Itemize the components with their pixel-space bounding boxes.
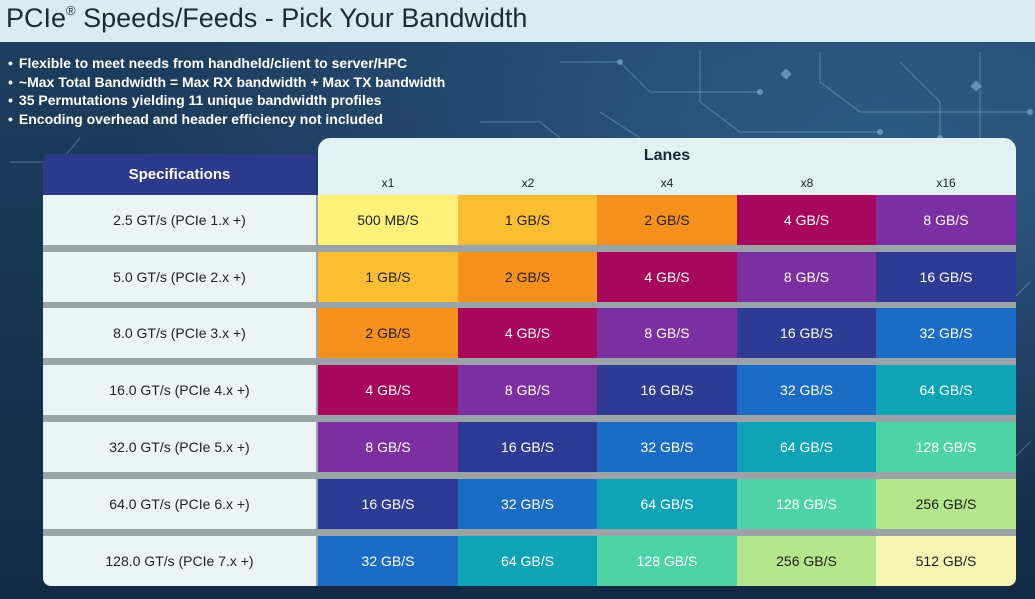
bandwidth-cell: 32 GB/S [876,308,1016,358]
lane-header-x16: x16 [936,176,956,190]
bandwidth-table: 2.5 GT/s (PCIe 1.x +) 500 MB/S 1 GB/S 2 GB/… [43,195,1016,586]
bandwidth-cell: 64 GB/S [737,422,876,472]
bandwidth-cell: 4 GB/S [597,252,737,302]
bandwidth-cell: 32 GB/S [318,536,458,586]
bandwidth-cell: 16 GB/S [737,308,876,358]
bandwidth-cell: 32 GB/S [737,365,876,415]
bandwidth-cell: 512 GB/S [876,536,1016,586]
bullet-item: Encoding overhead and header efficiency … [8,110,445,129]
bandwidth-cell: 16 GB/S [318,479,458,529]
specifications-header: Specifications [43,154,316,195]
lane-header-x4: x4 [660,176,674,190]
table-row: 128.0 GT/s (PCIe 7.x +) 32 GB/S 64 GB/S 128… [43,536,1016,586]
bandwidth-cell: 32 GB/S [597,422,737,472]
bullet-list: Flexible to meet needs from handheld/cli… [8,54,445,128]
bandwidth-cell: 16 GB/S [597,365,737,415]
bandwidth-cell: 4 GB/S [458,308,597,358]
lane-header-x8: x8 [800,176,814,190]
table-row: 64.0 GT/s (PCIe 6.x +) 16 GB/S 32 GB/S 64 G… [43,479,1016,529]
lane-header-x1: x1 [381,176,395,190]
bullet-item: ~Max Total Bandwidth = Max RX bandwidth … [8,73,445,92]
bullet-item: Flexible to meet needs from handheld/cli… [8,54,445,73]
bandwidth-cell: 8 GB/S [458,365,597,415]
bandwidth-cell: 16 GB/S [458,422,597,472]
bandwidth-cell: 64 GB/S [458,536,597,586]
lanes-label: Lanes [643,147,691,164]
spec-cell: 2.5 GT/s (PCIe 1.x +) [43,195,316,245]
bandwidth-cell: 2 GB/S [318,308,458,358]
spec-cell: 16.0 GT/s (PCIe 4.x +) [43,365,316,415]
bandwidth-cell: 1 GB/S [318,252,458,302]
bandwidth-cell: 64 GB/S [597,479,737,529]
bandwidth-cell: 4 GB/S [737,195,876,245]
bullet-item: 35 Permutations yielding 11 unique bandw… [8,91,445,110]
specifications-label: Specifications [128,166,231,183]
table-row: 8.0 GT/s (PCIe 3.x +) 2 GB/S 4 GB/S 8 GB/S 1… [43,308,1016,358]
bandwidth-cell: 16 GB/S [876,252,1016,302]
table-row: 2.5 GT/s (PCIe 1.x +) 500 MB/S 1 GB/S 2 GB/… [43,195,1016,245]
lane-header-x2: x2 [521,176,535,190]
lanes-header: Lanes x1 x2 x4 x8 x16 [318,138,1016,195]
spec-cell: 32.0 GT/s (PCIe 5.x +) [43,422,316,472]
table-row: 5.0 GT/s (PCIe 2.x +) 1 GB/S 2 GB/S 4 GB/S 8… [43,252,1016,302]
spec-cell: 64.0 GT/s (PCIe 6.x +) [43,479,316,529]
bandwidth-cell: 128 GB/S [737,479,876,529]
bandwidth-cell: 2 GB/S [458,252,597,302]
bandwidth-cell: 8 GB/S [876,195,1016,245]
bandwidth-cell: 8 GB/S [737,252,876,302]
bandwidth-cell: 1 GB/S [458,195,597,245]
page-title: PCIe® Speeds/Feeds - Pick Your Bandwidth [6,3,528,33]
table-row: 32.0 GT/s (PCIe 5.x +) 8 GB/S 16 GB/S 32 GB… [43,422,1016,472]
bandwidth-cell: 128 GB/S [876,422,1016,472]
spec-cell: 128.0 GT/s (PCIe 7.x +) [43,536,316,586]
spec-cell: 8.0 GT/s (PCIe 3.x +) [43,308,316,358]
bandwidth-cell: 4 GB/S [318,365,458,415]
table-row: 16.0 GT/s (PCIe 4.x +) 4 GB/S 8 GB/S 16 GB/… [43,365,1016,415]
bandwidth-cell: 8 GB/S [318,422,458,472]
bandwidth-cell: 256 GB/S [876,479,1016,529]
bandwidth-cell: 32 GB/S [458,479,597,529]
title-bar: PCIe® Speeds/Feeds - Pick Your Bandwidth [0,0,1035,42]
spec-cell: 5.0 GT/s (PCIe 2.x +) [43,252,316,302]
bandwidth-cell: 128 GB/S [597,536,737,586]
bandwidth-cell: 256 GB/S [737,536,876,586]
bandwidth-cell: 8 GB/S [597,308,737,358]
bandwidth-cell: 64 GB/S [876,365,1016,415]
bandwidth-cell: 500 MB/S [318,195,458,245]
bandwidth-cell: 2 GB/S [597,195,737,245]
